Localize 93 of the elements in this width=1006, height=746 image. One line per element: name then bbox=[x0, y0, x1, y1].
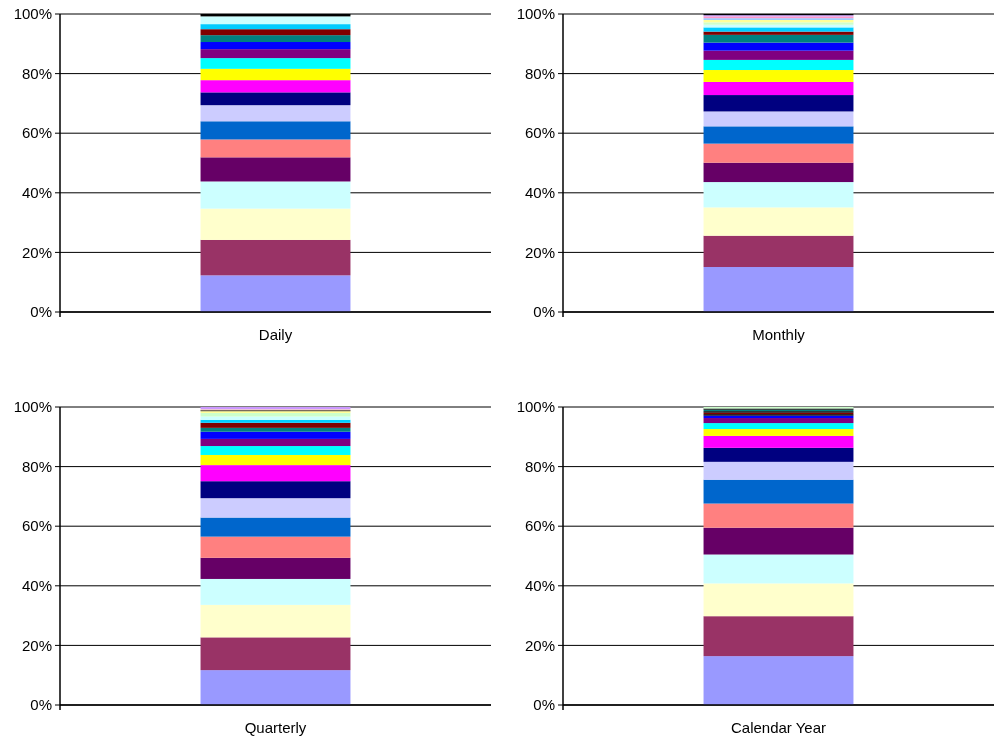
bar bbox=[200, 578, 351, 605]
y-tick-label: 60% bbox=[21, 124, 52, 142]
y-tick-label: 100% bbox=[516, 5, 555, 23]
bar bbox=[200, 121, 351, 140]
y-tick-label: 100% bbox=[13, 5, 52, 23]
bar bbox=[703, 143, 854, 163]
bar bbox=[200, 536, 351, 558]
bar bbox=[703, 447, 854, 462]
y-tick-label: 20% bbox=[21, 243, 52, 261]
bar bbox=[703, 31, 854, 35]
bar bbox=[703, 583, 854, 617]
bar bbox=[200, 637, 351, 671]
bar bbox=[200, 481, 351, 499]
bar bbox=[200, 181, 351, 209]
bar bbox=[703, 461, 854, 480]
bar bbox=[200, 35, 351, 43]
y-tick-label: 20% bbox=[524, 243, 555, 261]
bar bbox=[703, 27, 854, 32]
bar bbox=[703, 42, 854, 51]
bar bbox=[703, 126, 854, 144]
bar bbox=[200, 427, 351, 432]
bar bbox=[200, 68, 351, 81]
y-tick-label: 40% bbox=[524, 184, 555, 202]
bar bbox=[200, 275, 351, 312]
bar bbox=[703, 616, 854, 657]
bar bbox=[200, 498, 351, 518]
bar bbox=[200, 438, 351, 447]
bar bbox=[703, 81, 854, 96]
y-tick-label: 80% bbox=[21, 64, 52, 82]
x-tick-label: Monthly bbox=[752, 326, 806, 343]
bar bbox=[200, 670, 351, 705]
y-tick-label: 80% bbox=[524, 64, 555, 82]
y-tick-label: 100% bbox=[13, 398, 52, 416]
bar bbox=[200, 454, 351, 466]
bar bbox=[703, 267, 854, 312]
y-tick-label: 0% bbox=[30, 303, 52, 321]
bar bbox=[703, 34, 854, 43]
bar bbox=[703, 429, 854, 436]
y-tick-label: 20% bbox=[524, 636, 555, 654]
bar bbox=[200, 412, 351, 417]
bar bbox=[703, 235, 854, 267]
y-tick-label: 60% bbox=[524, 517, 555, 535]
y-tick-label: 80% bbox=[524, 457, 555, 475]
y-tick-label: 20% bbox=[21, 636, 52, 654]
y-tick-label: 40% bbox=[21, 577, 52, 595]
bar bbox=[703, 479, 854, 504]
bar bbox=[200, 80, 351, 93]
bar bbox=[703, 423, 854, 430]
y-tick-label: 100% bbox=[516, 398, 555, 416]
y-tick-label: 0% bbox=[533, 696, 555, 714]
bar bbox=[200, 105, 351, 122]
bar bbox=[703, 182, 854, 208]
bar bbox=[200, 29, 351, 36]
bar bbox=[703, 50, 854, 60]
x-tick-label: Quarterly bbox=[244, 719, 307, 736]
bar bbox=[200, 431, 351, 439]
bar bbox=[703, 554, 854, 584]
y-tick-label: 40% bbox=[524, 577, 555, 595]
bar bbox=[200, 42, 351, 50]
bar bbox=[200, 557, 351, 579]
bar bbox=[200, 58, 351, 69]
bar bbox=[703, 527, 854, 555]
bar bbox=[200, 422, 351, 428]
y-tick-label: 0% bbox=[533, 303, 555, 321]
bar bbox=[703, 418, 854, 424]
bar bbox=[703, 70, 854, 82]
x-tick-label: Calendar Year bbox=[730, 719, 827, 736]
y-tick-label: 60% bbox=[524, 124, 555, 142]
bar bbox=[200, 157, 351, 182]
bar bbox=[200, 465, 351, 482]
bar bbox=[200, 139, 351, 158]
bar bbox=[200, 24, 351, 30]
y-tick-label: 80% bbox=[21, 457, 52, 475]
bar bbox=[703, 503, 854, 528]
bar bbox=[200, 446, 351, 455]
bar bbox=[200, 92, 351, 106]
bar bbox=[200, 239, 351, 276]
bar bbox=[703, 162, 854, 183]
y-tick-label: 0% bbox=[30, 696, 52, 714]
bar bbox=[703, 435, 854, 448]
bar bbox=[200, 16, 351, 25]
bar bbox=[703, 656, 854, 705]
y-tick-label: 40% bbox=[21, 184, 52, 202]
bar bbox=[200, 517, 351, 537]
bar bbox=[200, 208, 351, 240]
bar bbox=[200, 49, 351, 59]
bar bbox=[703, 95, 854, 112]
bar bbox=[703, 59, 854, 71]
bar bbox=[703, 207, 854, 236]
x-tick-label: Daily bbox=[258, 326, 293, 343]
bar bbox=[703, 111, 854, 127]
y-tick-label: 60% bbox=[21, 517, 52, 535]
bar bbox=[200, 604, 351, 638]
